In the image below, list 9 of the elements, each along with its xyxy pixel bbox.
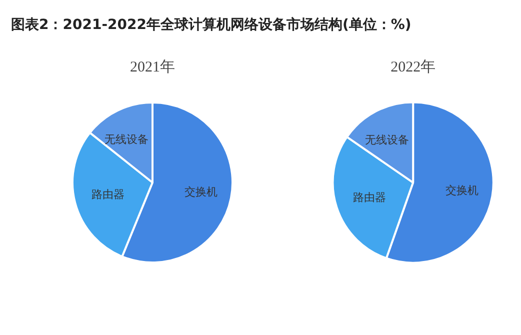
chart-title: 2021年	[130, 58, 175, 76]
slice-label: 交换机	[446, 184, 479, 198]
text: 图表2：2021-2022年全球计算机网络设备市场结构(单位：%)	[11, 16, 412, 35]
slice-label: 无线设备	[104, 132, 148, 146]
slice-label: 无线设备	[365, 134, 410, 147]
slice-label: 交换机	[184, 185, 218, 198]
chart-title: 2022年	[390, 58, 436, 76]
slice-label: 路由器	[352, 190, 386, 204]
slice-label: 路由器	[91, 188, 124, 202]
